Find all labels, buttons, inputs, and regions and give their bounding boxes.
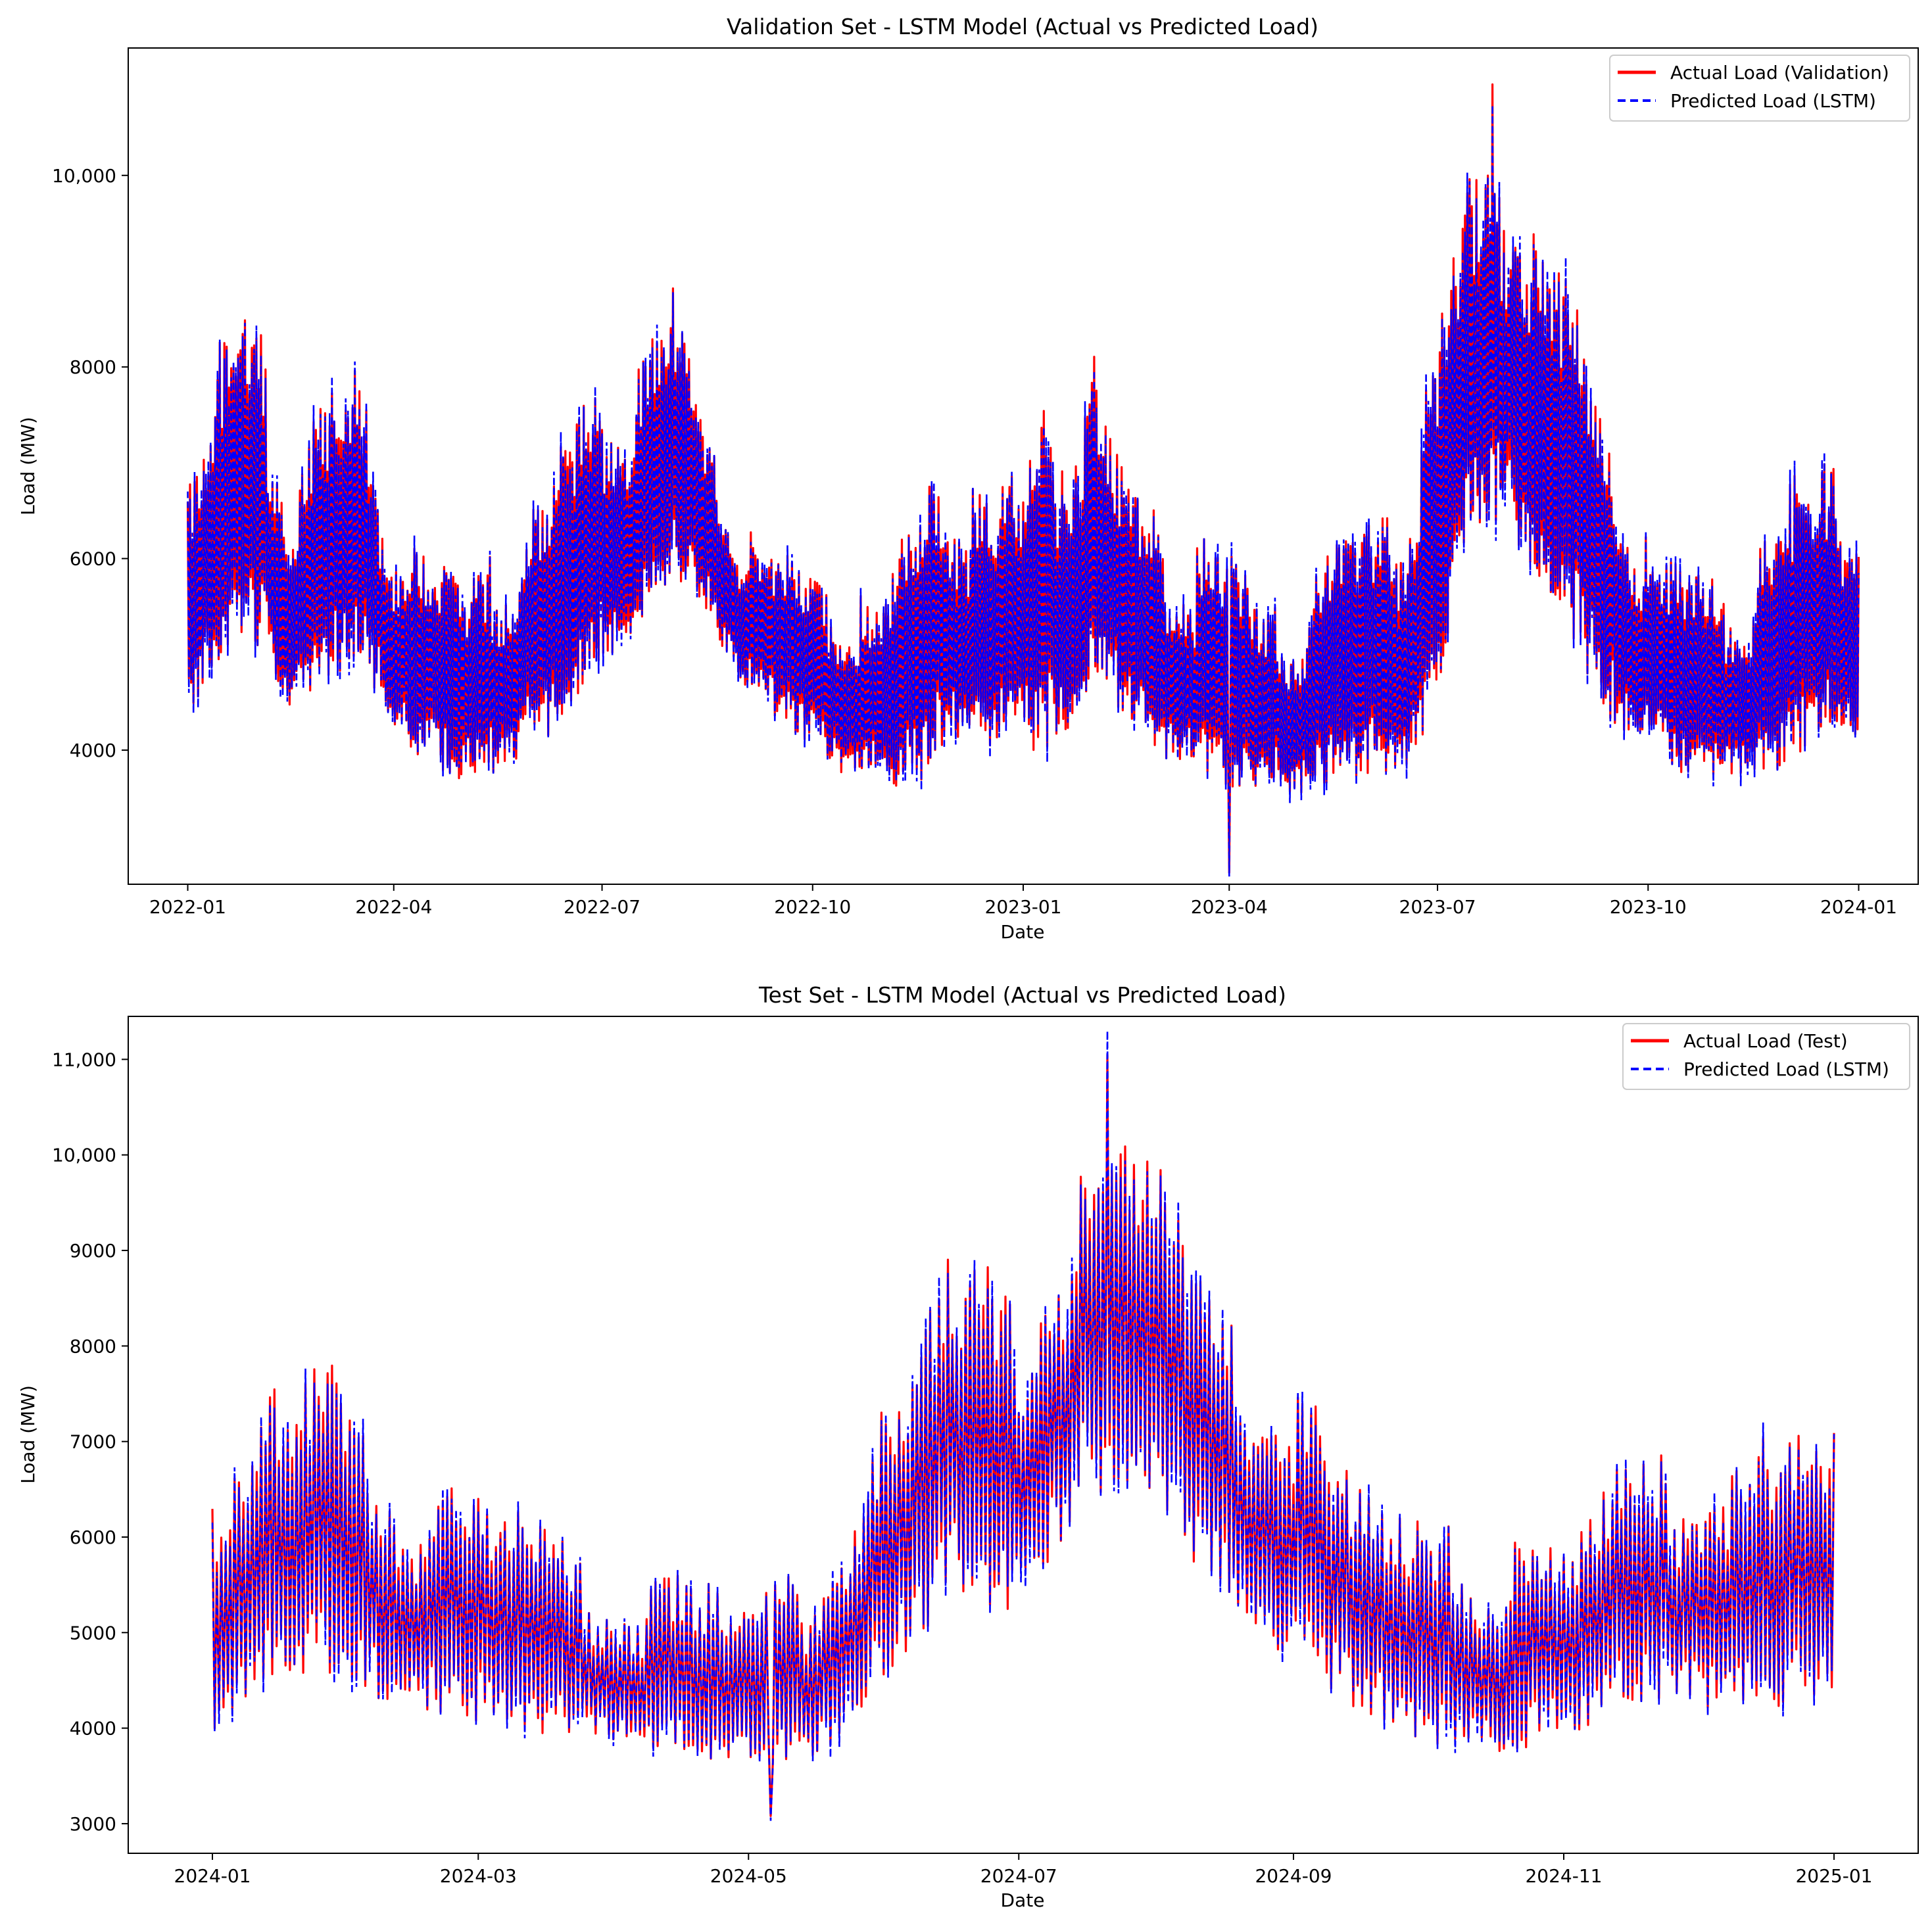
x-tick-label: 2024-07 [980,1865,1057,1887]
x-tick-label: 2024-09 [1255,1865,1332,1887]
chart-title: Test Set - LSTM Model (Actual vs Predict… [758,982,1286,1008]
test-chart: Test Set - LSTM Model (Actual vs Predict… [17,982,1919,1911]
legend-actual-label: Actual Load (Validation) [1670,62,1889,83]
y-tick-label: 7000 [70,1431,116,1453]
plot-series [186,83,1860,877]
x-tick-label: 2022-04 [355,896,432,918]
chart-title: Validation Set - LSTM Model (Actual vs P… [727,14,1318,39]
y-tick-label: 8000 [70,356,116,378]
y-axis-ticks: 4000 6000 8000 10,000 [52,165,128,761]
predicted-load-line [211,1030,1835,1821]
x-tick-label: 2024-05 [710,1865,787,1887]
y-tick-label: 8000 [70,1335,116,1357]
y-tick-label: 11,000 [52,1049,116,1070]
x-tick-label: 2024-03 [440,1865,517,1887]
legend-predicted-label: Predicted Load (LSTM) [1670,90,1876,112]
y-tick-label: 5000 [70,1622,116,1644]
x-tick-label: 2022-01 [149,896,226,918]
predicted-load-line [187,105,1860,877]
y-tick-label: 6000 [70,1527,116,1548]
x-tick-label: 2024-01 [174,1865,251,1887]
y-tick-label: 10,000 [52,165,116,187]
validation-chart: Validation Set - LSTM Model (Actual vs P… [17,14,1919,943]
y-tick-label: 4000 [70,1718,116,1740]
y-tick-label: 4000 [70,740,116,761]
y-tick-label: 3000 [70,1813,116,1835]
x-tick-label: 2023-01 [985,896,1062,918]
y-axis-ticks: 3000 4000 5000 6000 7000 8000 9000 10,000 11,000 [52,1049,128,1835]
x-tick-label: 2024-11 [1525,1865,1602,1887]
x-tick-label: 2024-01 [1820,896,1897,918]
legend: Actual Load (Test) Predicted Load (LSTM) [1622,1023,1910,1090]
plot-series [211,1030,1835,1821]
x-tick-label: 2023-04 [1191,896,1268,918]
legend-predicted-label: Predicted Load (LSTM) [1683,1058,1889,1080]
y-tick-label: 6000 [70,548,116,570]
x-axis-label: Date [1001,921,1045,943]
y-axis-label: Load (MW) [17,417,39,515]
legend-actual-label: Actual Load (Test) [1683,1030,1848,1052]
x-axis-ticks: 2022-01 2022-04 2022-07 2022-10 2023-01 2023-… [149,884,1897,918]
y-tick-label: 10,000 [52,1145,116,1166]
x-tick-label: 2023-10 [1610,896,1687,918]
legend-box [1609,55,1910,122]
plot-frame [128,1016,1919,1854]
y-tick-label: 9000 [70,1240,116,1262]
x-axis-label: Date [1001,1889,1045,1911]
legend-box [1622,1023,1910,1090]
x-axis-ticks: 2024-01 2024-03 2024-05 2024-07 2024-09 2024-… [174,1853,1872,1887]
x-tick-label: 2025-01 [1795,1865,1872,1887]
x-tick-label: 2022-07 [564,896,640,918]
legend: Actual Load (Validation) Predicted Load … [1609,55,1910,122]
y-axis-label: Load (MW) [17,1385,39,1484]
x-tick-label: 2022-10 [774,896,851,918]
x-tick-label: 2023-07 [1399,896,1476,918]
